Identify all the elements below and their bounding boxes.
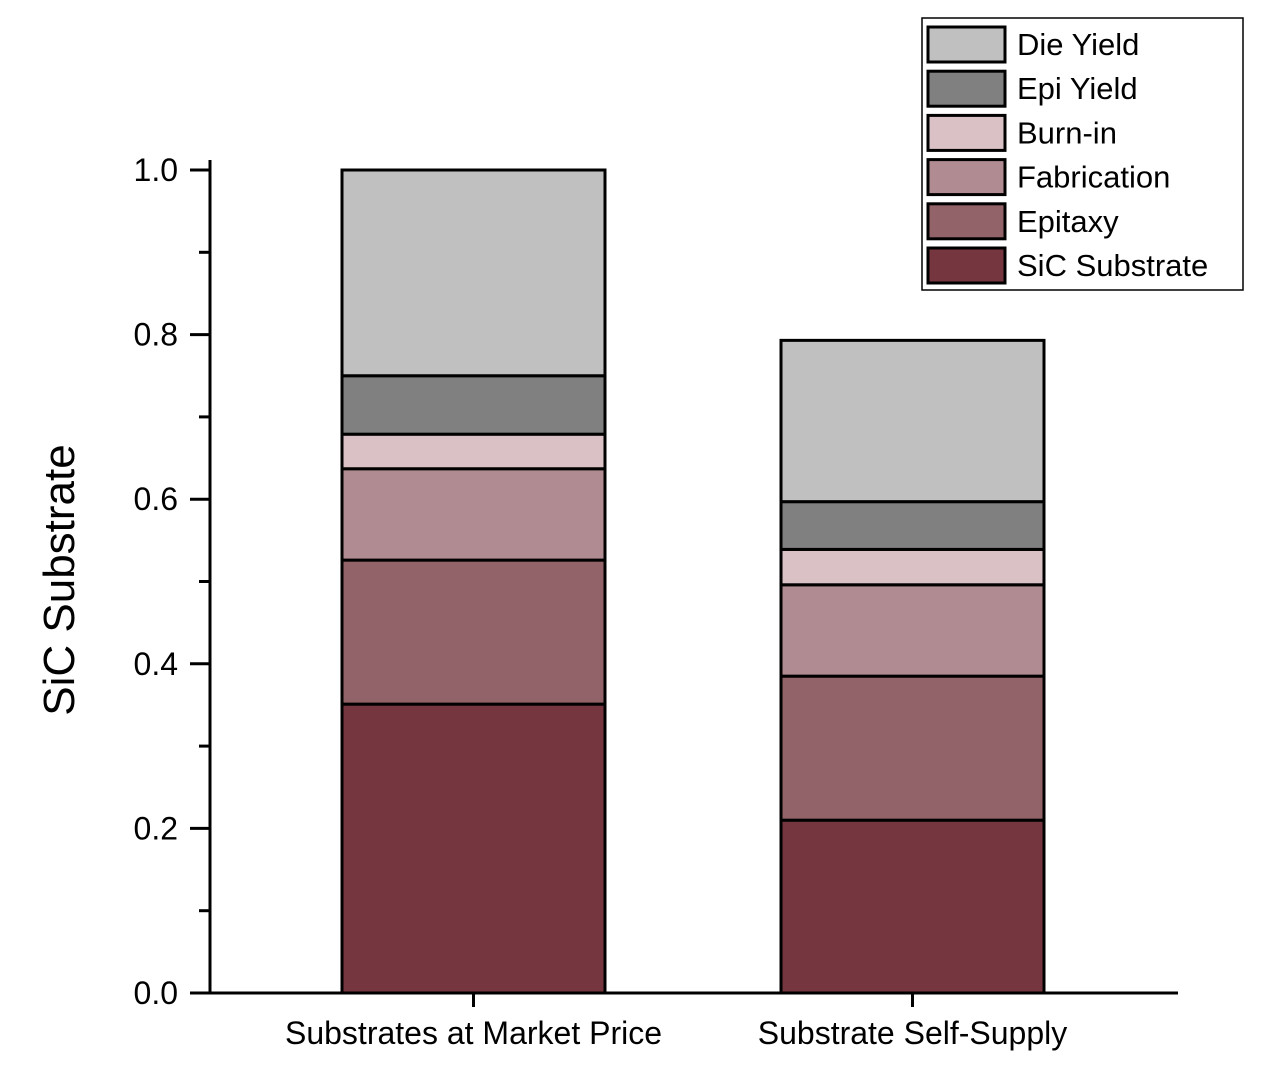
x-tick-label: Substrate Self-Supply [758, 1015, 1068, 1051]
legend-swatch [926, 113, 1007, 152]
x-tick-label: Substrates at Market Price [285, 1015, 662, 1051]
y-tick-label: 0.6 [134, 481, 178, 517]
legend-label: Burn-in [1017, 115, 1117, 150]
legend: Die Yield Epi Yield Burn-in Fabrication Epit… [921, 17, 1244, 291]
legend-swatch [926, 158, 1007, 197]
legend-swatch [926, 69, 1007, 108]
y-tick-label: 1.0 [134, 152, 178, 188]
legend-label: Epi Yield [1017, 71, 1138, 106]
axes-group: Substrates at Market Price Substrate Self… [134, 152, 1178, 1051]
bar-segment-burn-in [340, 432, 607, 471]
y-tick-label: 0.0 [134, 975, 178, 1011]
legend-item: Burn-in [926, 113, 1117, 152]
bar-segment-fabrication [340, 467, 607, 562]
legend-swatch [926, 25, 1007, 64]
legend-item: Epi Yield [926, 69, 1138, 108]
legend-item: Die Yield [926, 25, 1139, 64]
legend-swatch [926, 246, 1007, 285]
legend-label: Epitaxy [1017, 204, 1119, 239]
y-axis-label: SiC Substrate [35, 444, 84, 715]
y-tick-label: 0.8 [134, 317, 178, 353]
legend-label: Fabrication [1017, 160, 1170, 195]
legend-label: SiC Substrate [1017, 248, 1208, 283]
bar-segment-epitaxy [779, 674, 1046, 822]
bar-segment-sic-substrate [779, 818, 1046, 995]
bar-segment-die-yield [340, 168, 607, 378]
bar-segment-sic-substrate [340, 702, 607, 995]
legend-swatch [926, 202, 1007, 241]
bar-segment-die-yield [779, 338, 1046, 504]
legend-label: Die Yield [1017, 27, 1139, 62]
bar-segment-fabrication [779, 583, 1046, 678]
bar-segment-burn-in [779, 547, 1046, 587]
bars-group [340, 168, 1046, 995]
y-tick-label: 0.4 [134, 646, 178, 682]
bar-segment-epitaxy [340, 558, 607, 706]
y-tick-label: 0.2 [134, 810, 178, 846]
legend-item: SiC Substrate [926, 246, 1208, 285]
bar-segment-epi-yield [340, 374, 607, 436]
legend-item: Epitaxy [926, 202, 1119, 241]
legend-item: Fabrication [926, 158, 1170, 197]
bar-segment-epi-yield [779, 500, 1046, 551]
